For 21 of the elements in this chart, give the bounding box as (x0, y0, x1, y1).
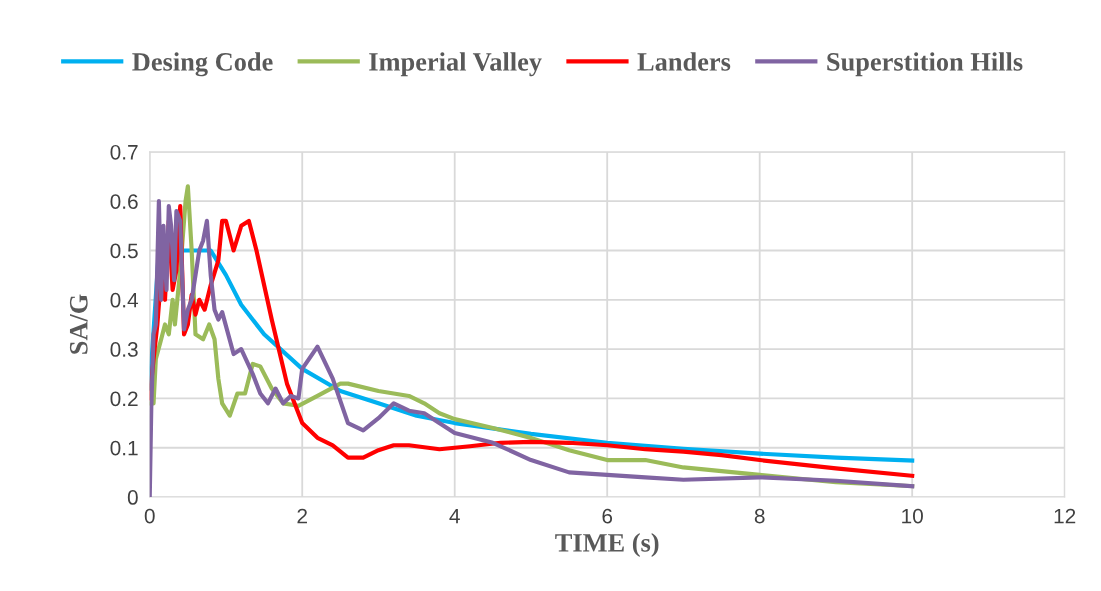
y-tick-label: 0.2 (110, 391, 138, 407)
x-axis-title: TIME (s) (555, 533, 659, 558)
x-tick-label: 2 (297, 508, 307, 524)
legend-label: Superstition Hills (827, 52, 1023, 77)
y-tick-label: 0.1 (110, 440, 138, 456)
y-tick-label: 0.4 (110, 292, 139, 308)
y-tick-label: 0.6 (110, 194, 138, 209)
y-axis-title: SA/G (69, 294, 88, 354)
legend-label: Imperial Valley (369, 52, 542, 77)
y-tick-label: 0.7 (110, 144, 138, 160)
legend-label: Desing Code (132, 52, 273, 77)
x-tick-label: 6 (602, 508, 613, 524)
legend-label: Landers (637, 52, 731, 71)
x-tick-label: 8 (754, 508, 765, 524)
x-tick-label: 4 (449, 508, 460, 524)
x-tick-label: 0 (144, 508, 155, 524)
x-tick-label: 12 (1054, 508, 1076, 524)
y-tick-label: 0.3 (110, 342, 138, 357)
x-tick-label: 10 (902, 508, 923, 524)
y-tick-label: 0.5 (110, 243, 138, 259)
y-tick-label: 0 (127, 490, 138, 505)
